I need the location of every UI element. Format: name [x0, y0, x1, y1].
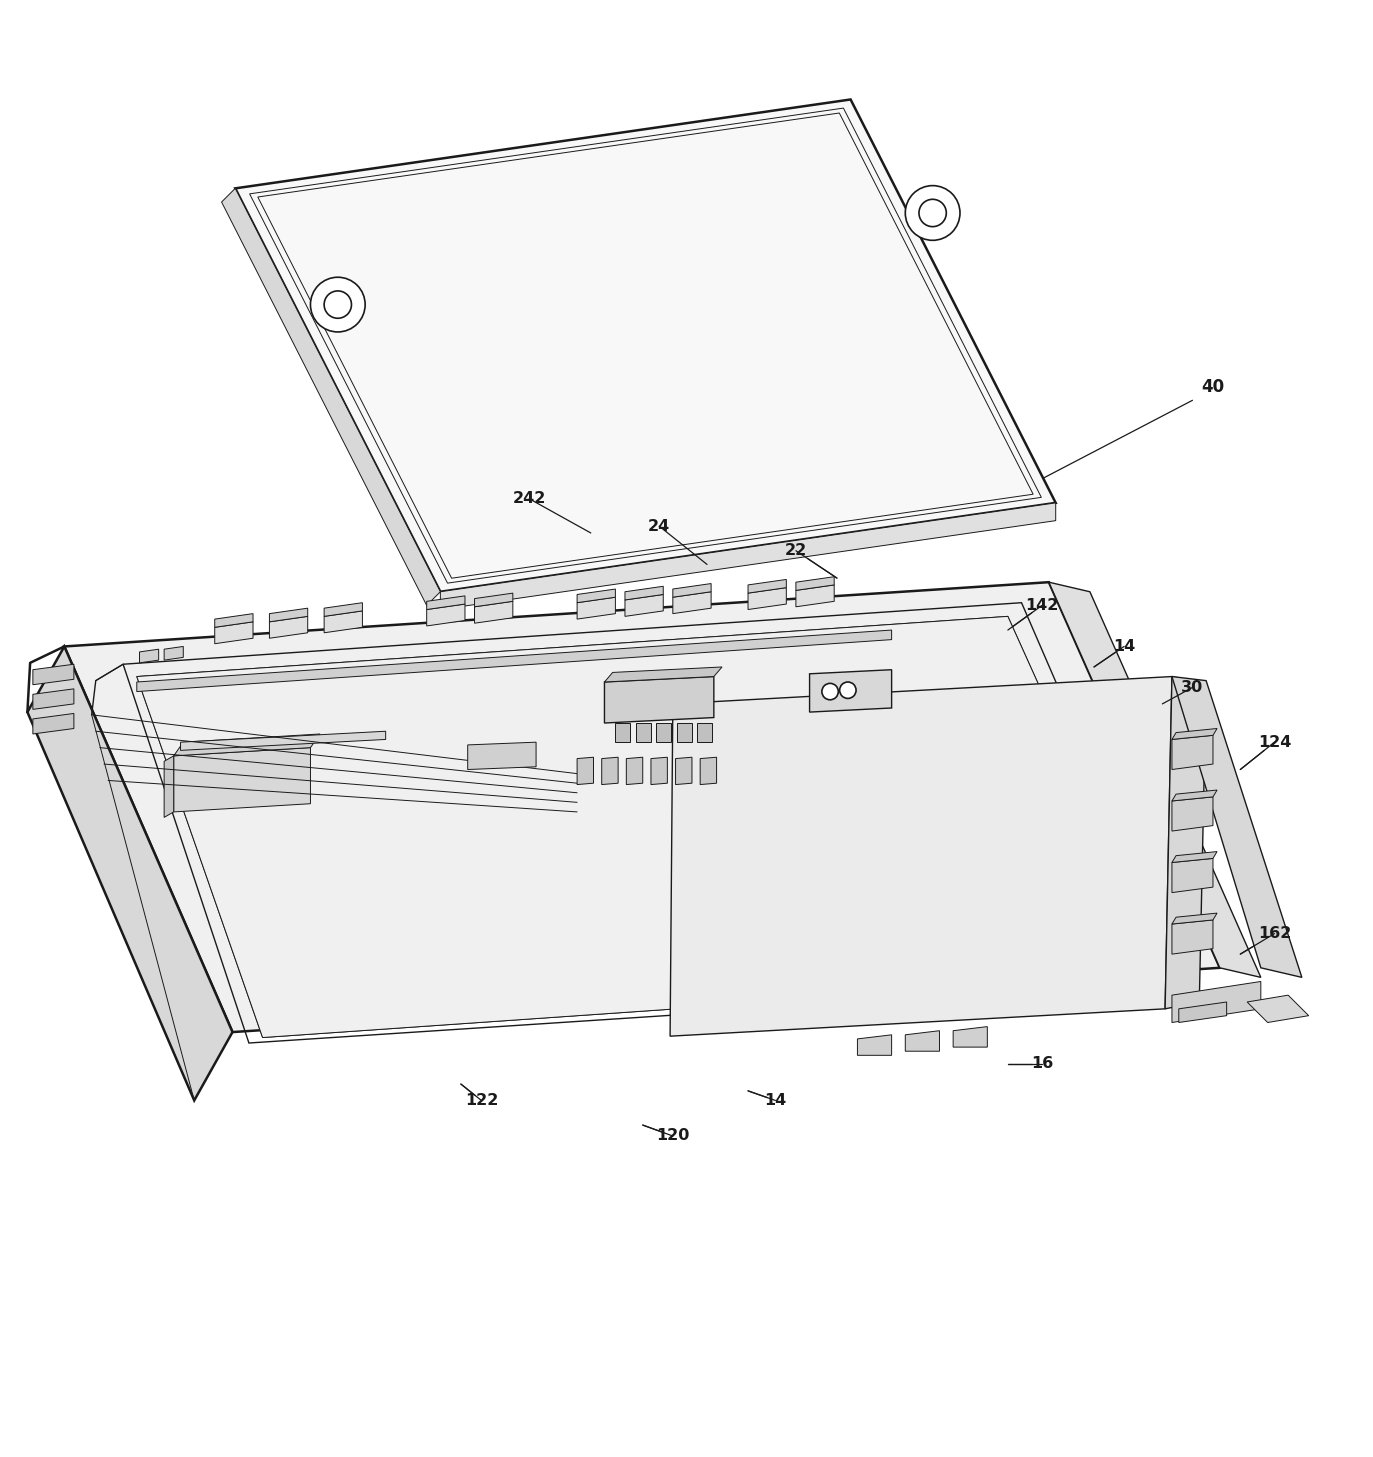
Polygon shape	[748, 580, 787, 593]
Polygon shape	[796, 584, 835, 606]
Circle shape	[840, 682, 855, 698]
Polygon shape	[1173, 982, 1260, 1023]
Circle shape	[324, 291, 351, 318]
Polygon shape	[441, 503, 1056, 609]
Polygon shape	[214, 613, 253, 628]
Polygon shape	[140, 650, 159, 663]
Polygon shape	[1173, 914, 1216, 924]
Circle shape	[310, 277, 365, 332]
Polygon shape	[1173, 676, 1302, 978]
Polygon shape	[1173, 728, 1216, 740]
Text: 22: 22	[785, 543, 807, 558]
Polygon shape	[269, 608, 308, 622]
Polygon shape	[651, 758, 667, 784]
Polygon shape	[468, 742, 535, 769]
Polygon shape	[137, 616, 1170, 1037]
Polygon shape	[676, 758, 692, 784]
Text: 16: 16	[1031, 1056, 1053, 1071]
Text: 162: 162	[1258, 927, 1291, 941]
Polygon shape	[174, 747, 310, 812]
Circle shape	[919, 200, 946, 227]
Text: 142: 142	[1026, 597, 1059, 613]
Polygon shape	[1173, 736, 1212, 769]
Polygon shape	[673, 584, 711, 597]
Polygon shape	[221, 188, 441, 606]
Polygon shape	[810, 670, 891, 712]
Text: 40: 40	[1201, 377, 1225, 396]
Polygon shape	[656, 723, 671, 742]
Polygon shape	[324, 610, 362, 632]
Polygon shape	[673, 592, 711, 613]
Polygon shape	[1173, 919, 1212, 954]
Polygon shape	[1173, 858, 1212, 893]
Polygon shape	[475, 593, 514, 606]
Polygon shape	[33, 664, 74, 685]
Text: 122: 122	[464, 1093, 498, 1107]
Polygon shape	[1049, 583, 1260, 978]
Polygon shape	[475, 602, 514, 624]
Polygon shape	[33, 689, 74, 710]
Polygon shape	[905, 1030, 939, 1050]
Polygon shape	[427, 605, 465, 627]
Polygon shape	[670, 676, 1173, 1036]
Polygon shape	[174, 734, 320, 756]
Polygon shape	[235, 99, 1056, 592]
Polygon shape	[577, 758, 593, 784]
Polygon shape	[796, 577, 835, 590]
Circle shape	[905, 185, 960, 240]
Polygon shape	[1179, 1002, 1226, 1023]
Polygon shape	[27, 647, 232, 1100]
Polygon shape	[615, 723, 630, 742]
Polygon shape	[626, 758, 643, 784]
Polygon shape	[1173, 797, 1212, 830]
Text: 120: 120	[656, 1129, 689, 1144]
Polygon shape	[625, 594, 663, 616]
Polygon shape	[214, 622, 253, 644]
Polygon shape	[1166, 676, 1205, 1008]
Polygon shape	[857, 1034, 891, 1055]
Text: 30: 30	[1181, 680, 1204, 695]
Polygon shape	[604, 667, 722, 682]
Polygon shape	[625, 586, 663, 600]
Text: 242: 242	[512, 491, 546, 506]
Polygon shape	[697, 723, 713, 742]
Polygon shape	[604, 676, 714, 723]
Polygon shape	[601, 758, 618, 784]
Polygon shape	[180, 731, 386, 750]
Text: 14: 14	[1114, 640, 1135, 654]
Text: 14: 14	[765, 1093, 787, 1107]
Polygon shape	[748, 587, 787, 609]
Polygon shape	[33, 714, 74, 734]
Polygon shape	[427, 596, 465, 609]
Polygon shape	[65, 583, 1219, 1032]
Polygon shape	[137, 629, 891, 692]
Text: 124: 124	[1258, 734, 1291, 750]
Text: 24: 24	[648, 519, 670, 533]
Polygon shape	[165, 756, 174, 817]
Polygon shape	[636, 723, 651, 742]
Polygon shape	[324, 603, 362, 616]
Polygon shape	[269, 616, 308, 638]
Polygon shape	[953, 1027, 987, 1048]
Circle shape	[822, 683, 839, 699]
Polygon shape	[1173, 790, 1216, 801]
Polygon shape	[1173, 851, 1216, 863]
Polygon shape	[1247, 995, 1308, 1023]
Polygon shape	[677, 723, 692, 742]
Polygon shape	[137, 616, 1170, 1037]
Polygon shape	[165, 647, 183, 660]
Polygon shape	[577, 597, 615, 619]
Polygon shape	[577, 589, 615, 603]
Polygon shape	[700, 758, 717, 784]
